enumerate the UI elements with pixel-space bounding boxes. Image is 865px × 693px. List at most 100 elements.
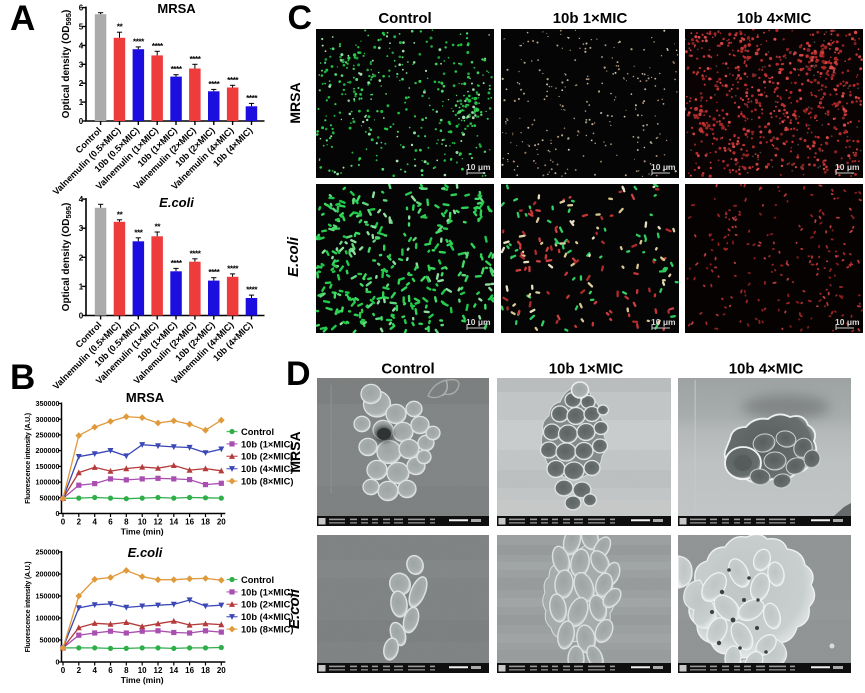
svg-text:E.coli: E.coli bbox=[128, 545, 163, 560]
svg-text:2: 2 bbox=[79, 79, 84, 88]
svg-text:**: ** bbox=[154, 222, 161, 232]
svg-text:3: 3 bbox=[79, 60, 84, 69]
svg-text:100000: 100000 bbox=[36, 614, 60, 623]
svg-text:**: ** bbox=[117, 209, 124, 219]
svg-text:20: 20 bbox=[217, 518, 226, 527]
svg-text:0: 0 bbox=[79, 312, 84, 321]
svg-text:Fluorescence intensity (A.U.): Fluorescence intensity (A.U.) bbox=[25, 562, 32, 653]
svg-text:E.coli: E.coli bbox=[286, 588, 303, 629]
svg-text:6: 6 bbox=[108, 518, 113, 527]
svg-text:Control: Control bbox=[241, 427, 274, 437]
svg-text:100000: 100000 bbox=[36, 478, 60, 487]
svg-text:2: 2 bbox=[79, 253, 84, 262]
svg-text:4: 4 bbox=[79, 195, 84, 204]
svg-text:MRSA: MRSA bbox=[126, 390, 165, 405]
svg-text:14: 14 bbox=[169, 518, 178, 527]
svg-text:10 μm: 10 μm bbox=[651, 162, 676, 172]
svg-text:Time (min): Time (min) bbox=[121, 527, 164, 537]
svg-text:18: 18 bbox=[201, 666, 210, 675]
svg-text:10 μm: 10 μm bbox=[466, 162, 491, 172]
svg-text:4: 4 bbox=[92, 666, 97, 675]
svg-text:10b (1×MIC): 10b (1×MIC) bbox=[241, 587, 293, 597]
svg-text:4: 4 bbox=[79, 41, 84, 50]
svg-text:6: 6 bbox=[108, 666, 113, 675]
svg-text:****: **** bbox=[133, 36, 145, 46]
svg-text:14: 14 bbox=[169, 666, 178, 675]
svg-text:E.coli: E.coli bbox=[285, 236, 302, 277]
svg-text:****: **** bbox=[246, 285, 258, 295]
svg-text:2: 2 bbox=[77, 518, 82, 527]
svg-text:10 μm: 10 μm bbox=[651, 317, 676, 327]
svg-text:MRSA: MRSA bbox=[157, 1, 196, 16]
svg-text:10b 1×MIC: 10b 1×MIC bbox=[553, 10, 628, 27]
svg-text:8: 8 bbox=[124, 666, 129, 675]
svg-text:50000: 50000 bbox=[40, 636, 60, 645]
svg-text:****: **** bbox=[227, 263, 239, 273]
svg-text:***: *** bbox=[134, 227, 143, 237]
svg-text:0: 0 bbox=[79, 117, 84, 126]
svg-text:3: 3 bbox=[79, 224, 84, 233]
svg-text:10b (4×MIC): 10b (4×MIC) bbox=[241, 464, 293, 474]
svg-text:****: **** bbox=[227, 75, 239, 85]
svg-text:10 μm: 10 μm bbox=[835, 162, 860, 172]
svg-text:10b 4×MIC: 10b 4×MIC bbox=[729, 361, 804, 378]
svg-text:10b (8×MIC): 10b (8×MIC) bbox=[241, 477, 293, 487]
svg-text:1: 1 bbox=[79, 98, 84, 107]
svg-text:10b 1×MIC: 10b 1×MIC bbox=[549, 361, 624, 378]
svg-text:150000: 150000 bbox=[36, 462, 60, 471]
svg-text:Control: Control bbox=[378, 10, 431, 27]
svg-text:Optical density (OD595): Optical density (OD595) bbox=[61, 10, 73, 119]
svg-text:**: ** bbox=[117, 22, 124, 32]
svg-text:MRSA: MRSA bbox=[287, 82, 303, 123]
svg-text:0: 0 bbox=[56, 658, 60, 667]
svg-text:250000: 250000 bbox=[36, 548, 60, 557]
svg-text:10b (2×MIC): 10b (2×MIC) bbox=[241, 452, 293, 462]
svg-text:16: 16 bbox=[185, 666, 194, 675]
svg-text:Control: Control bbox=[381, 361, 434, 378]
svg-text:18: 18 bbox=[201, 518, 210, 527]
svg-text:350000: 350000 bbox=[36, 399, 60, 408]
svg-text:10: 10 bbox=[138, 666, 147, 675]
svg-text:300000: 300000 bbox=[36, 415, 60, 424]
svg-text:10 μm: 10 μm bbox=[466, 317, 491, 327]
svg-text:Control: Control bbox=[241, 575, 274, 585]
svg-text:50000: 50000 bbox=[40, 493, 60, 502]
svg-text:10b (8×MIC): 10b (8×MIC) bbox=[241, 625, 293, 635]
svg-text:8: 8 bbox=[124, 518, 129, 527]
svg-text:****: **** bbox=[208, 79, 220, 89]
svg-text:200000: 200000 bbox=[36, 570, 60, 579]
svg-text:A: A bbox=[10, 0, 35, 38]
svg-text:Optical density (OD595): Optical density (OD595) bbox=[61, 203, 73, 312]
svg-text:0: 0 bbox=[61, 666, 66, 675]
svg-text:E.coli: E.coli bbox=[159, 195, 194, 210]
svg-text:1: 1 bbox=[79, 282, 84, 291]
svg-text:12: 12 bbox=[154, 518, 163, 527]
svg-text:10b (4×MIC): 10b (4×MIC) bbox=[241, 612, 293, 622]
svg-text:10b (1×MIC): 10b (1×MIC) bbox=[241, 439, 293, 449]
svg-text:B: B bbox=[10, 358, 35, 397]
svg-text:C: C bbox=[288, 0, 313, 37]
svg-text:10b (2×MIC): 10b (2×MIC) bbox=[241, 600, 293, 610]
svg-text:10b 4×MIC: 10b 4×MIC bbox=[737, 10, 812, 27]
svg-text:0: 0 bbox=[61, 518, 66, 527]
svg-text:****: **** bbox=[152, 41, 164, 51]
svg-text:6: 6 bbox=[79, 4, 84, 13]
svg-text:Fluorescence intensity (A.U.): Fluorescence intensity (A.U.) bbox=[25, 413, 32, 504]
svg-text:****: **** bbox=[171, 64, 183, 74]
svg-text:****: **** bbox=[189, 54, 201, 64]
svg-text:16: 16 bbox=[185, 518, 194, 527]
svg-text:****: **** bbox=[189, 248, 201, 258]
svg-text:12: 12 bbox=[154, 666, 163, 675]
svg-text:250000: 250000 bbox=[36, 431, 60, 440]
svg-text:****: **** bbox=[208, 267, 220, 277]
svg-text:20: 20 bbox=[217, 666, 226, 675]
svg-text:5: 5 bbox=[79, 23, 84, 32]
svg-text:10: 10 bbox=[138, 518, 147, 527]
svg-text:D: D bbox=[286, 355, 311, 393]
svg-text:10 μm: 10 μm bbox=[835, 317, 860, 327]
svg-text:0: 0 bbox=[56, 509, 60, 518]
svg-text:4: 4 bbox=[92, 518, 97, 527]
svg-text:150000: 150000 bbox=[36, 592, 60, 601]
svg-text:****: **** bbox=[171, 258, 183, 268]
svg-text:Time (min): Time (min) bbox=[121, 675, 164, 685]
